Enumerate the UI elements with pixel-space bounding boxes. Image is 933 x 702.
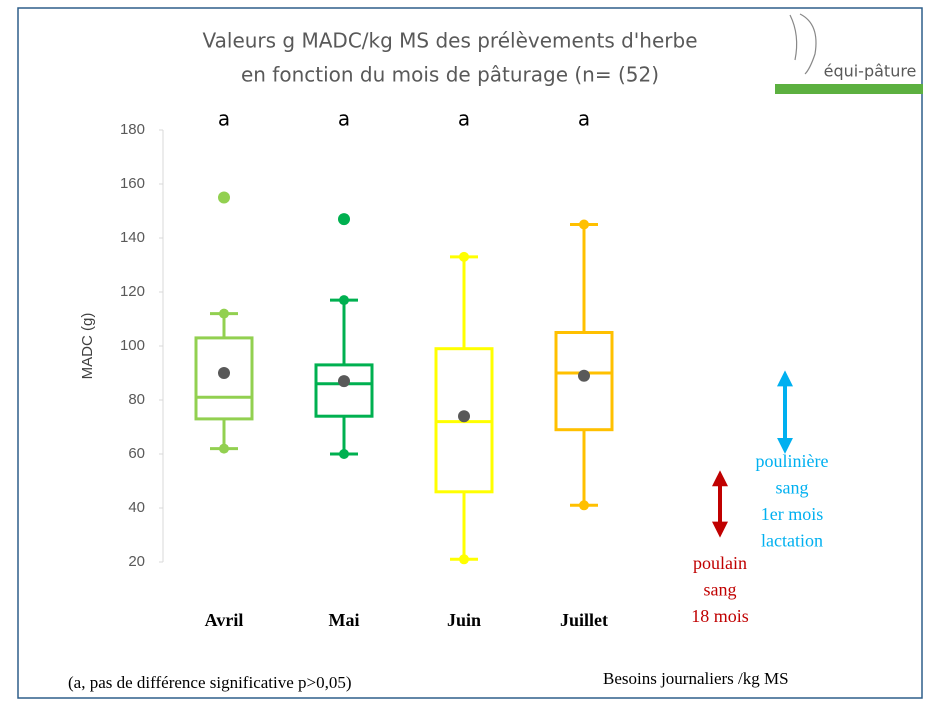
range-caption: Besoins journaliers /kg MS: [603, 669, 789, 688]
y-tick-label: 120: [120, 283, 145, 300]
logo-grass: [775, 84, 923, 94]
range-label: lactation: [761, 531, 823, 551]
mean: [218, 367, 230, 379]
range-label: poulinière: [756, 451, 829, 471]
box: [314, 363, 374, 418]
range-label: 1er mois: [761, 504, 824, 524]
y-tick-label: 60: [128, 445, 145, 462]
whisker-end: [219, 308, 229, 319]
chart-title: Valeurs g MADC/kg MS des prélèvements d'…: [203, 29, 698, 53]
whisker-end: [339, 295, 349, 306]
whisker-end: [459, 554, 469, 565]
range-label: 18 mois: [691, 606, 749, 626]
significance-letter: a: [458, 107, 470, 131]
y-tick-label: 140: [120, 229, 145, 246]
whisker-end: [579, 500, 589, 511]
mean: [578, 369, 590, 382]
significance-letter: a: [218, 107, 230, 131]
y-tick-label: 180: [120, 121, 145, 138]
range-label: sang: [704, 580, 737, 600]
significance-letter: a: [578, 107, 590, 131]
whisker-end: [219, 443, 229, 454]
mean: [338, 375, 350, 388]
whisker-end: [459, 251, 469, 262]
outlier: [218, 191, 230, 204]
mean: [458, 410, 470, 423]
x-tick-label: Avril: [205, 610, 244, 630]
logo-horse: [789, 13, 817, 75]
y-tick-label: 40: [128, 499, 145, 516]
y-tick-label: 160: [120, 175, 145, 192]
outlier: [338, 213, 350, 226]
significance-letter: a: [338, 107, 350, 131]
whisker-end: [339, 449, 349, 459]
y-tick-label: 100: [120, 337, 145, 354]
range-label: poulain: [693, 553, 747, 573]
logo-text: équi-pâture: [824, 62, 917, 81]
x-tick-label: Mai: [329, 610, 360, 630]
x-tick-label: Juin: [447, 610, 481, 630]
range-label: sang: [776, 478, 809, 498]
y-tick-label: 80: [128, 391, 145, 408]
note: (a, pas de différence significative p>0,…: [68, 673, 352, 692]
y-tick-label: 20: [128, 553, 145, 570]
x-tick-label: Juillet: [560, 610, 608, 630]
chart-title: en fonction du mois de pâturage (n= (52): [241, 63, 659, 87]
logo: équi-pâture: [775, 13, 923, 94]
y-axis-label: MADC (g): [79, 313, 96, 380]
whisker-end: [579, 219, 589, 230]
